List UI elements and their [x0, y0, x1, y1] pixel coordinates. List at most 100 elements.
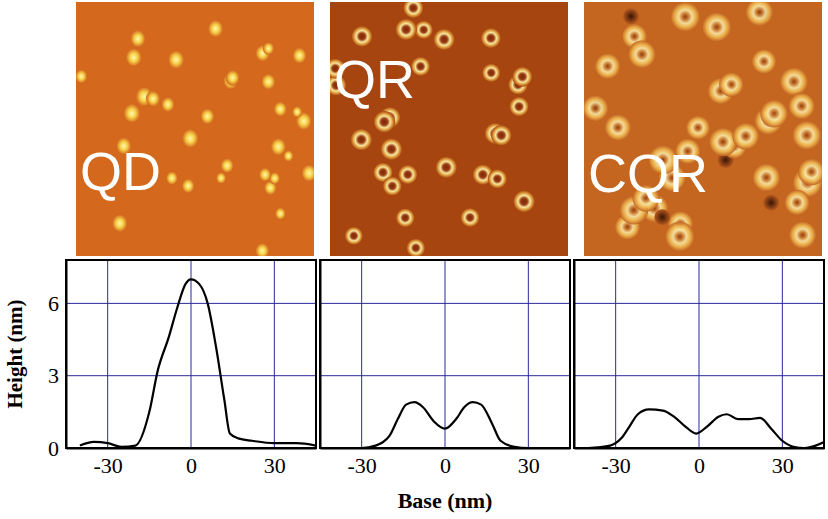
ring: [512, 67, 532, 87]
dot: [292, 106, 302, 118]
ring: [789, 221, 817, 249]
afm-image: [76, 2, 314, 256]
tick: -30: [602, 448, 631, 478]
pit: [623, 8, 639, 24]
dot: [76, 69, 87, 83]
ring: [665, 222, 695, 252]
ring: [350, 129, 372, 151]
axis-line: [67, 448, 317, 450]
ring: [433, 29, 455, 51]
grid-line: [574, 375, 824, 376]
ring: [752, 49, 777, 74]
afm-image: [330, 2, 568, 256]
ring: [406, 238, 425, 256]
tick-label: 0: [186, 453, 197, 478]
x-axis: -30030: [67, 448, 317, 478]
tick: -30: [94, 448, 123, 478]
axis-line: [66, 261, 68, 449]
dot: [301, 164, 314, 182]
tick: 6: [48, 291, 66, 316]
grid-line: [699, 260, 700, 448]
ring: [351, 26, 372, 47]
dot: [146, 91, 160, 107]
grid-line: [320, 448, 570, 449]
ring: [481, 28, 501, 48]
grid: [574, 260, 824, 448]
profile-line: [588, 409, 824, 448]
profile-line: [334, 402, 570, 448]
profile-line: [80, 279, 316, 447]
tick-label: 0: [48, 436, 59, 461]
dot: [182, 178, 195, 193]
dot: [208, 20, 224, 38]
ring: [628, 40, 656, 68]
plot-frame: [320, 260, 570, 448]
tick: 30: [772, 448, 794, 478]
dot: [161, 97, 174, 112]
grid-line: [361, 260, 362, 448]
ring: [780, 67, 809, 96]
panel-title: QD: [80, 141, 161, 201]
y-axis: 0 3 6: [48, 261, 67, 461]
ring: [491, 125, 512, 146]
ring: [595, 53, 621, 79]
tick-label: -30: [94, 453, 123, 478]
ring: [398, 165, 417, 184]
image-background: [76, 2, 314, 256]
ring: [584, 95, 609, 121]
panel-title: CQR: [588, 143, 708, 203]
axis-line: [321, 448, 571, 450]
ring: [513, 190, 535, 212]
image-background: [330, 2, 568, 256]
ring: [752, 163, 780, 191]
dot: [283, 150, 293, 162]
tick: 0: [186, 448, 197, 478]
panel: QR-30030Base (nm): [320, 0, 571, 513]
tick-label: 3: [48, 363, 59, 388]
ring: [719, 72, 744, 97]
plot-area: [588, 409, 824, 448]
plot-area: [80, 279, 316, 447]
dot: [182, 129, 199, 148]
tick-label: 0: [694, 453, 705, 478]
tick: 3: [48, 363, 66, 388]
tick: 0: [48, 436, 66, 461]
dot: [275, 207, 286, 220]
tick-label: 30: [518, 453, 540, 478]
grid-line: [615, 260, 616, 448]
ring: [403, 2, 423, 18]
ring: [732, 123, 759, 150]
tick: -30: [348, 448, 377, 478]
ring: [395, 19, 417, 41]
ring: [784, 190, 810, 216]
grid-line: [274, 260, 275, 448]
dot: [255, 243, 269, 256]
dot: [261, 74, 275, 90]
dot: [226, 70, 240, 86]
ring: [380, 138, 402, 160]
ring: [760, 100, 788, 128]
x-axis: -30 0 30: [321, 448, 571, 478]
grid: [66, 260, 316, 448]
dot: [221, 158, 234, 173]
tick-label: 0: [440, 453, 451, 478]
dot: [259, 168, 271, 182]
grid-line: [66, 375, 316, 376]
grid-line: [445, 260, 446, 448]
axis-line: [574, 261, 576, 449]
image-background: [584, 2, 822, 256]
axis-line: [575, 448, 825, 450]
pit: [654, 209, 670, 225]
ring: [788, 93, 815, 120]
axis-title: Height (nm): [3, 299, 27, 408]
axis-line: [320, 261, 322, 449]
plot-frame: [574, 260, 824, 448]
ring: [383, 176, 402, 195]
dot: [112, 214, 128, 232]
grid-line: [574, 303, 824, 304]
figure: QD-30030036Height (nm)QR-30030Base (nm)C…: [0, 0, 828, 519]
afm-image: [584, 2, 822, 256]
dot: [216, 172, 226, 184]
dot: [168, 50, 184, 69]
ring: [460, 208, 479, 227]
